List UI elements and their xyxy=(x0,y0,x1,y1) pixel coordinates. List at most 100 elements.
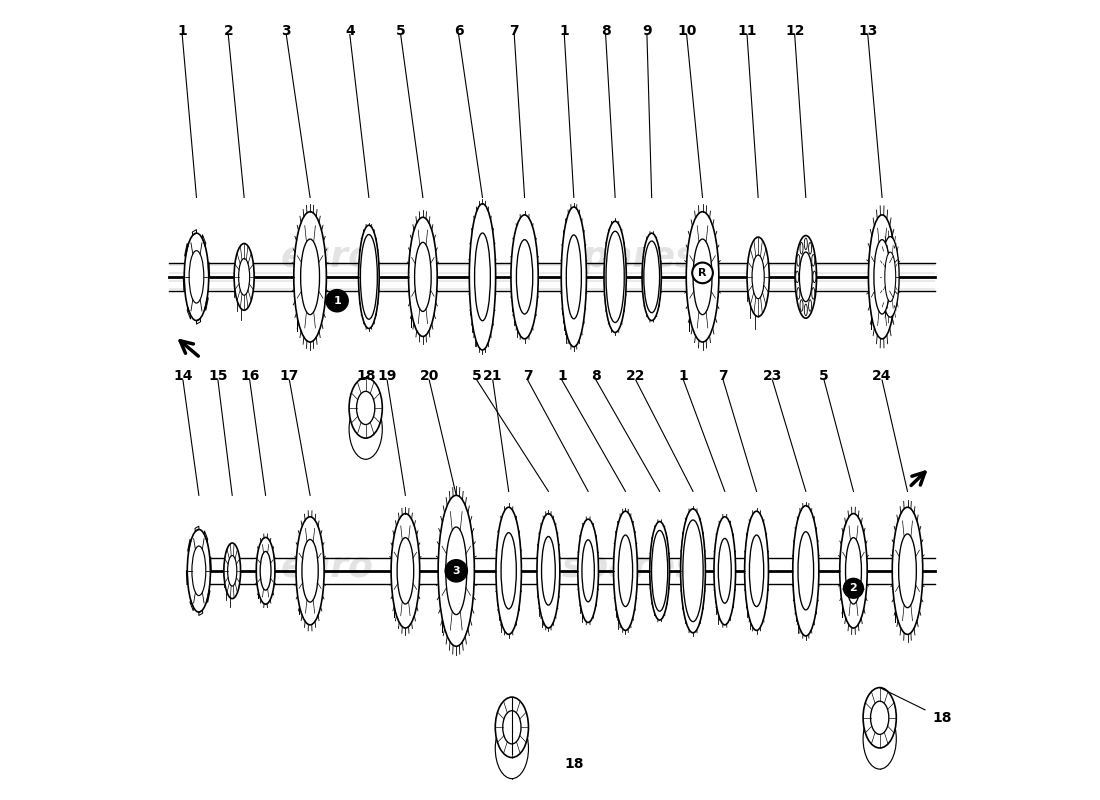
Ellipse shape xyxy=(446,527,466,614)
Text: 9: 9 xyxy=(642,23,651,38)
Ellipse shape xyxy=(800,242,803,254)
Ellipse shape xyxy=(752,255,764,298)
Ellipse shape xyxy=(189,250,204,303)
Ellipse shape xyxy=(474,233,491,321)
Text: 17: 17 xyxy=(279,369,299,383)
Text: 11: 11 xyxy=(737,23,757,38)
Text: 14: 14 xyxy=(173,369,192,383)
Ellipse shape xyxy=(651,530,668,611)
Ellipse shape xyxy=(686,212,718,342)
Ellipse shape xyxy=(537,514,560,628)
Ellipse shape xyxy=(800,252,812,302)
Text: 8: 8 xyxy=(591,369,601,383)
Text: 23: 23 xyxy=(762,369,782,383)
Ellipse shape xyxy=(606,231,625,322)
Ellipse shape xyxy=(812,288,815,299)
Ellipse shape xyxy=(804,304,807,316)
Text: euro: euro xyxy=(282,550,374,584)
Ellipse shape xyxy=(804,238,807,250)
Ellipse shape xyxy=(718,538,732,603)
Text: 5: 5 xyxy=(820,369,829,383)
Ellipse shape xyxy=(795,235,816,318)
Ellipse shape xyxy=(650,522,670,620)
Text: 7: 7 xyxy=(522,369,532,383)
Ellipse shape xyxy=(256,538,275,604)
Ellipse shape xyxy=(747,237,769,317)
Text: 3: 3 xyxy=(452,566,460,576)
Ellipse shape xyxy=(349,378,383,438)
Ellipse shape xyxy=(808,300,812,311)
Ellipse shape xyxy=(503,710,521,744)
Ellipse shape xyxy=(604,222,626,333)
Ellipse shape xyxy=(745,511,769,630)
Ellipse shape xyxy=(681,509,705,633)
Text: 1: 1 xyxy=(557,369,566,383)
Ellipse shape xyxy=(361,234,377,319)
Text: 24: 24 xyxy=(872,369,892,383)
Ellipse shape xyxy=(191,546,206,595)
Ellipse shape xyxy=(808,242,812,254)
Text: 20: 20 xyxy=(419,369,439,383)
Ellipse shape xyxy=(892,507,923,634)
Ellipse shape xyxy=(749,535,763,606)
Ellipse shape xyxy=(813,271,816,282)
Ellipse shape xyxy=(561,207,586,346)
Ellipse shape xyxy=(187,530,210,612)
Text: 8: 8 xyxy=(601,23,610,38)
Text: 18: 18 xyxy=(564,757,584,771)
Ellipse shape xyxy=(793,506,818,636)
Text: 16: 16 xyxy=(240,369,260,383)
Text: R: R xyxy=(698,268,707,278)
Text: 1: 1 xyxy=(333,296,341,306)
Ellipse shape xyxy=(228,555,236,586)
Ellipse shape xyxy=(644,241,660,313)
Text: 7: 7 xyxy=(718,369,728,383)
Ellipse shape xyxy=(356,391,375,425)
Text: 21: 21 xyxy=(483,369,503,383)
Text: 22: 22 xyxy=(626,369,646,383)
Text: euro: euro xyxy=(282,240,374,274)
Text: 4: 4 xyxy=(345,23,354,38)
Ellipse shape xyxy=(495,718,528,778)
Text: 2: 2 xyxy=(223,23,233,38)
Ellipse shape xyxy=(326,290,349,312)
Ellipse shape xyxy=(510,215,538,339)
Text: 19: 19 xyxy=(377,369,397,383)
Ellipse shape xyxy=(296,517,324,625)
Text: 3: 3 xyxy=(282,23,292,38)
Text: 6: 6 xyxy=(454,23,463,38)
Ellipse shape xyxy=(495,697,528,758)
Text: 5: 5 xyxy=(472,369,482,383)
Text: 2: 2 xyxy=(849,583,857,594)
Text: 13: 13 xyxy=(858,23,878,38)
Ellipse shape xyxy=(642,233,661,321)
Ellipse shape xyxy=(261,551,271,590)
Ellipse shape xyxy=(618,535,632,606)
Ellipse shape xyxy=(796,254,800,266)
Ellipse shape xyxy=(239,258,250,295)
Ellipse shape xyxy=(846,538,861,604)
Ellipse shape xyxy=(884,252,895,302)
Ellipse shape xyxy=(692,262,713,283)
Text: 18: 18 xyxy=(933,710,953,725)
Text: 1: 1 xyxy=(177,23,187,38)
Ellipse shape xyxy=(301,539,318,602)
Text: 15: 15 xyxy=(208,369,228,383)
Ellipse shape xyxy=(864,687,896,748)
Ellipse shape xyxy=(614,511,637,630)
Ellipse shape xyxy=(683,520,703,622)
Ellipse shape xyxy=(224,543,241,598)
Ellipse shape xyxy=(349,399,383,459)
Ellipse shape xyxy=(582,540,594,602)
Ellipse shape xyxy=(870,701,889,734)
Ellipse shape xyxy=(234,243,254,310)
Text: 7: 7 xyxy=(509,23,519,38)
Text: 12: 12 xyxy=(785,23,804,38)
Ellipse shape xyxy=(438,495,474,646)
Text: spares: spares xyxy=(562,240,697,274)
Ellipse shape xyxy=(184,233,209,321)
Ellipse shape xyxy=(541,537,556,605)
Ellipse shape xyxy=(470,204,496,350)
Ellipse shape xyxy=(502,533,516,609)
Ellipse shape xyxy=(800,300,803,311)
